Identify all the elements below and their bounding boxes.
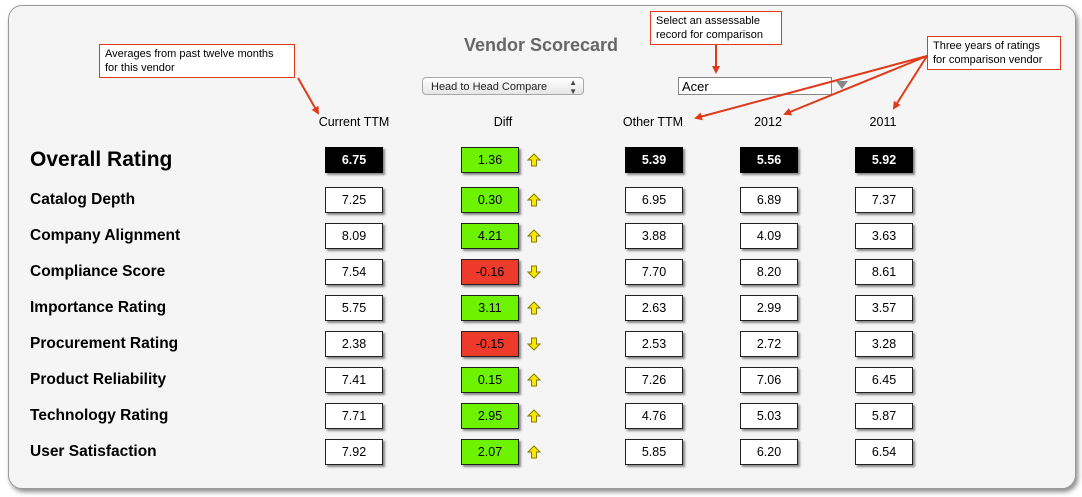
callout-averages-text: Averages from past twelve months for thi… xyxy=(105,48,274,74)
diff-cell: 1.36 xyxy=(461,147,519,173)
other-ttm-cell: 7.70 xyxy=(625,259,683,285)
rating-2011-cell: 8.61 xyxy=(855,259,913,285)
diff-cell: 0.30 xyxy=(461,187,519,213)
compare-mode-value: Head to Head Compare xyxy=(431,81,548,93)
trend-up-icon xyxy=(526,229,542,243)
callout-averages: Averages from past twelve months for thi… xyxy=(99,44,295,78)
column-header: Diff xyxy=(493,115,513,129)
callout-arrow-2011 xyxy=(892,55,928,110)
compare-mode-select[interactable]: Head to Head Compare ▲ ▼ xyxy=(422,77,584,96)
trend-down-icon xyxy=(526,337,542,351)
diff-cell: -0.16 xyxy=(461,259,519,285)
rating-2011-cell: 7.37 xyxy=(855,187,913,213)
rating-2011-cell: 5.92 xyxy=(855,147,913,173)
row-label: User Satisfaction xyxy=(30,443,157,460)
current-ttm-cell: 5.75 xyxy=(325,295,383,321)
page-title: Vendor Scorecard xyxy=(463,35,619,55)
other-ttm-cell: 4.76 xyxy=(625,403,683,429)
diff-cell: 0.15 xyxy=(461,367,519,393)
other-ttm-cell: 5.85 xyxy=(625,439,683,465)
rating-2012-cell: 6.89 xyxy=(740,187,798,213)
row-label: Compliance Score xyxy=(30,263,166,280)
rating-2011-cell: 6.54 xyxy=(855,439,913,465)
current-ttm-cell: 7.54 xyxy=(325,259,383,285)
row-label: Technology Rating xyxy=(30,407,169,424)
other-ttm-cell: 2.53 xyxy=(625,331,683,357)
rating-2012-cell: 5.56 xyxy=(740,147,798,173)
rating-2011-cell: 3.28 xyxy=(855,331,913,357)
vendor-dropdown-icon[interactable] xyxy=(836,81,848,89)
vendor-input[interactable]: Acer xyxy=(678,77,832,95)
row-label: Product Reliability xyxy=(30,371,167,388)
current-ttm-cell: 7.41 xyxy=(325,367,383,393)
select-arrows-icon: ▲ ▼ xyxy=(569,78,577,96)
trend-up-icon xyxy=(526,193,542,207)
trend-up-icon xyxy=(526,409,542,423)
trend-up-icon xyxy=(526,153,542,167)
rating-2011-cell: 6.45 xyxy=(855,367,913,393)
callout-arrow-averages xyxy=(297,77,319,115)
other-ttm-cell: 7.26 xyxy=(625,367,683,393)
rating-2012-cell: 7.06 xyxy=(740,367,798,393)
row-label: Procurement Rating xyxy=(30,335,179,352)
other-ttm-cell: 3.88 xyxy=(625,223,683,249)
diff-cell: 4.21 xyxy=(461,223,519,249)
callout-arrow-2012 xyxy=(783,55,928,116)
current-ttm-cell: 7.71 xyxy=(325,403,383,429)
row-label: Importance Rating xyxy=(30,299,167,316)
callout-select-record: Select an assessable record for comparis… xyxy=(650,11,782,45)
trend-up-icon xyxy=(526,301,542,315)
diff-cell: 2.95 xyxy=(461,403,519,429)
column-header: Other TTM xyxy=(622,115,684,129)
trend-up-icon xyxy=(526,373,542,387)
rating-2012-cell: 5.03 xyxy=(740,403,798,429)
row-label: Catalog Depth xyxy=(30,191,136,208)
callout-arrow-other-ttm xyxy=(694,55,928,121)
rating-2011-cell: 3.57 xyxy=(855,295,913,321)
other-ttm-cell: 6.95 xyxy=(625,187,683,213)
column-header: 2012 xyxy=(754,115,782,129)
diff-cell: -0.15 xyxy=(461,331,519,357)
diff-cell: 3.11 xyxy=(461,295,519,321)
rating-2011-cell: 3.63 xyxy=(855,223,913,249)
other-ttm-cell: 2.63 xyxy=(625,295,683,321)
trend-up-icon xyxy=(526,445,542,459)
callout-three-years-text: Three years of ratings for comparison ve… xyxy=(933,40,1043,66)
trend-down-icon xyxy=(526,265,542,279)
rating-2012-cell: 6.20 xyxy=(740,439,798,465)
column-header: Current TTM xyxy=(318,115,390,129)
current-ttm-cell: 6.75 xyxy=(325,147,383,173)
callout-select-record-text: Select an assessable record for comparis… xyxy=(656,15,763,41)
rating-2012-cell: 2.99 xyxy=(740,295,798,321)
rating-2012-cell: 4.09 xyxy=(740,223,798,249)
current-ttm-cell: 2.38 xyxy=(325,331,383,357)
rating-2012-cell: 8.20 xyxy=(740,259,798,285)
row-label: Company Alignment xyxy=(30,227,181,244)
other-ttm-cell: 5.39 xyxy=(625,147,683,173)
row-label: Overall Rating xyxy=(30,148,173,171)
rating-2011-cell: 5.87 xyxy=(855,403,913,429)
current-ttm-cell: 8.09 xyxy=(325,223,383,249)
column-header: 2011 xyxy=(869,115,897,129)
current-ttm-cell: 7.25 xyxy=(325,187,383,213)
current-ttm-cell: 7.92 xyxy=(325,439,383,465)
rating-2012-cell: 2.72 xyxy=(740,331,798,357)
diff-cell: 2.07 xyxy=(461,439,519,465)
callout-three-years: Three years of ratings for comparison ve… xyxy=(927,36,1061,70)
